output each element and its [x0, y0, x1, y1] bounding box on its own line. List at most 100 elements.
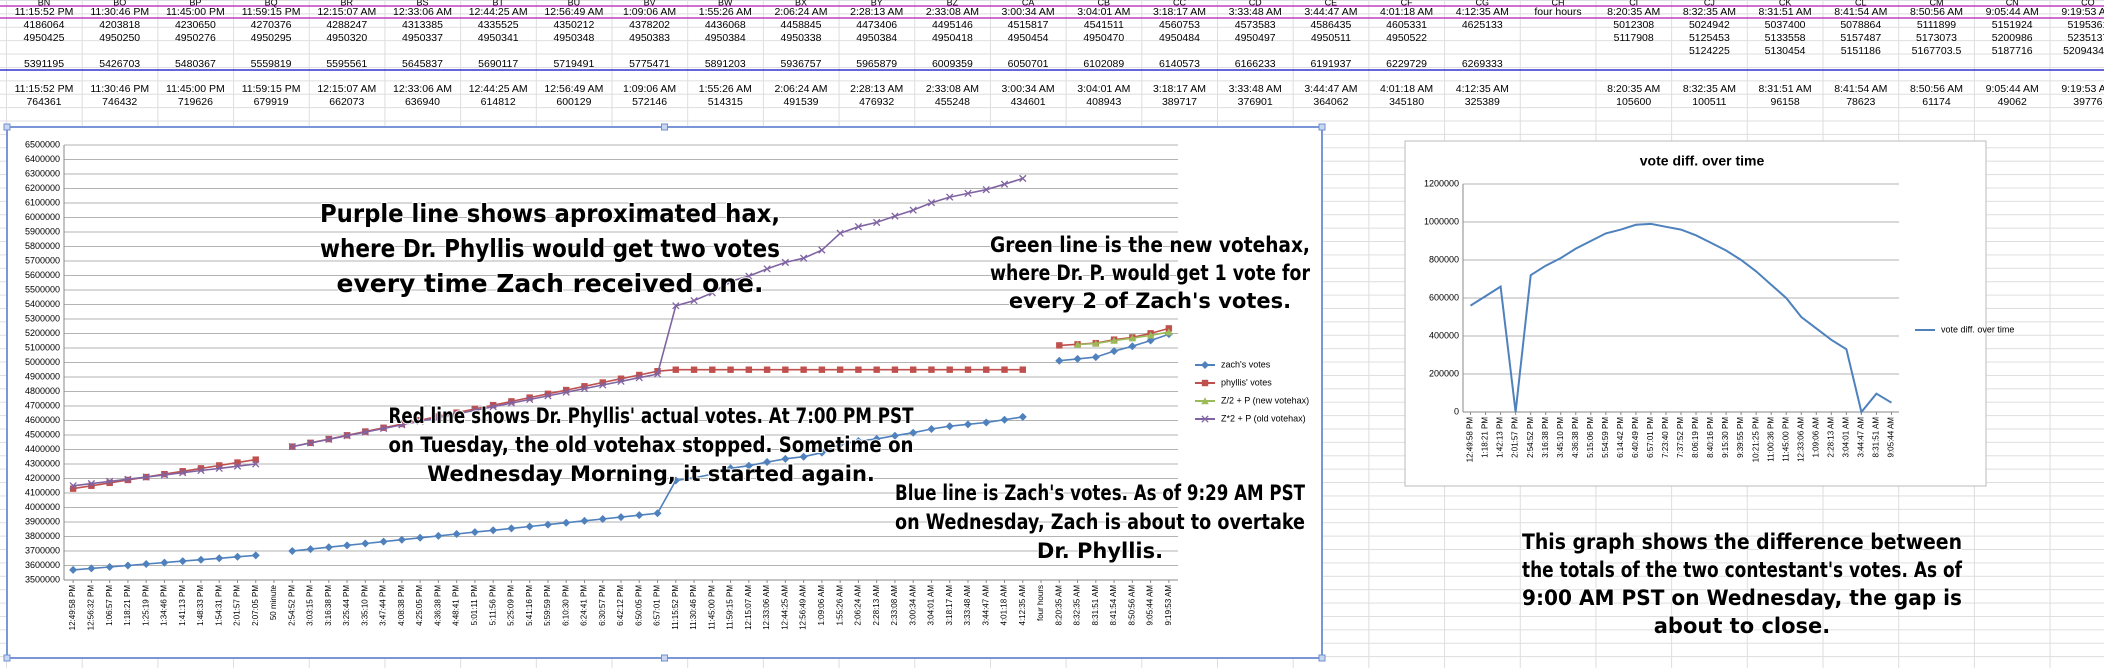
- cell: 8:31:51 AM: [1759, 83, 1812, 95]
- cell: 5645837: [402, 58, 443, 70]
- cell: 764361: [26, 96, 61, 108]
- x-tick-label: 3:33:48 AM: [963, 585, 972, 626]
- cell: 434601: [1011, 96, 1046, 108]
- legend-marker: [1201, 397, 1209, 405]
- y-tick-label: 600000: [1429, 292, 1459, 302]
- cell: 4625133: [1462, 19, 1503, 31]
- marker: [142, 473, 150, 481]
- annotation-line: the totals of the two contestant's votes…: [1522, 558, 1963, 582]
- marker: [105, 477, 114, 486]
- y-tick-label: 4700000: [25, 400, 60, 410]
- x-tick-label: 11:30:46 PM: [689, 585, 698, 630]
- marker: [781, 258, 790, 267]
- marker: [1110, 336, 1118, 344]
- cell: 5719491: [553, 58, 594, 70]
- y-tick-label: 1200000: [1424, 178, 1459, 188]
- cell: 4950497: [1235, 32, 1276, 44]
- y-tick-label: 5400000: [25, 299, 60, 309]
- y-tick-label: 400000: [1429, 330, 1459, 340]
- annotation-line: every 2 of Zach's votes.: [1009, 289, 1291, 313]
- y-tick-label: 6300000: [25, 168, 60, 178]
- column-header: CE: [1325, 0, 1338, 7]
- x-tick-label: 9:19:53 AM: [1164, 585, 1173, 626]
- cell: 1:55:26 AM: [699, 6, 752, 18]
- y-tick-label: 5300000: [25, 313, 60, 323]
- marker: [434, 531, 443, 540]
- cell: 4950250: [99, 32, 140, 44]
- cell: 4:12:35 AM: [1456, 83, 1509, 95]
- marker: [252, 460, 260, 468]
- cell: 11:45:00 PM: [166, 6, 225, 18]
- cell: 4950295: [251, 32, 292, 44]
- marker: [343, 432, 351, 440]
- x-tick-label: 2:54:52 PM: [287, 585, 296, 626]
- cell: 614812: [481, 96, 516, 108]
- marker: [471, 406, 479, 415]
- selection-handle: [3, 123, 11, 131]
- marker: [1055, 356, 1064, 365]
- x-tick-label: 1:41:13 PM: [178, 585, 187, 626]
- y-tick-label: 4400000: [25, 444, 60, 454]
- x-tick-label: 4:36:38 PM: [1571, 417, 1580, 458]
- cell: 491539: [783, 96, 818, 108]
- x-tick-label: 6:40:49 PM: [1631, 417, 1640, 458]
- x-tick-label: 9:05:44 AM: [1146, 585, 1155, 626]
- cell: 325389: [1465, 96, 1500, 108]
- x-tick-label: 8:31:51 AM: [1872, 417, 1881, 458]
- y-tick-label: 4600000: [25, 415, 60, 425]
- marker: [945, 422, 954, 431]
- marker: [964, 189, 972, 198]
- annotation-line: Red line shows Dr. Phyllis' actual votes…: [389, 404, 915, 428]
- cell: 4573583: [1235, 19, 1276, 31]
- x-tick-label: 2:07:05 PM: [251, 585, 260, 626]
- cell: 4950337: [402, 32, 443, 44]
- marker: [928, 366, 935, 373]
- marker: [1073, 354, 1082, 363]
- marker: [1146, 331, 1155, 339]
- marker: [636, 371, 643, 379]
- cell: 4950384: [856, 32, 897, 44]
- annotation-line: where Dr. Phyllis would get two votes: [320, 234, 780, 263]
- marker: [690, 366, 698, 373]
- annotation-line: Wednesday Morning, it started again.: [427, 462, 875, 486]
- marker: [982, 418, 991, 427]
- marker: [178, 557, 187, 566]
- marker: [416, 533, 425, 542]
- y-tick-label: 6200000: [25, 183, 60, 193]
- cell: 1:55:26 AM: [699, 83, 752, 95]
- x-tick-label: 1:55:26 AM: [835, 585, 844, 626]
- marker: [964, 366, 972, 373]
- cell: 2:33:08 AM: [926, 6, 979, 18]
- series-line: [1469, 222, 1893, 415]
- x-tick-label: 50 minute: [269, 584, 278, 620]
- marker: [160, 471, 169, 479]
- marker: [507, 399, 516, 407]
- column-header: CD: [1249, 0, 1262, 7]
- marker: [817, 448, 826, 457]
- cell: 96158: [1770, 96, 1799, 108]
- cell: 4495146: [932, 19, 973, 31]
- legend-marker: [1201, 379, 1209, 387]
- marker: [196, 555, 205, 564]
- annotation-line: Green line is the new votehax,: [990, 233, 1310, 257]
- x-tick-label: 3:04:01 AM: [927, 585, 936, 626]
- cell: 3:04:01 AM: [1077, 6, 1130, 18]
- annotation-line: every time Zach received one.: [337, 269, 764, 298]
- y-tick-label: 4200000: [25, 473, 60, 483]
- marker: [598, 514, 607, 523]
- marker: [489, 526, 498, 535]
- marker: [215, 554, 224, 563]
- marker: [983, 366, 990, 373]
- cell: 5151186: [1841, 45, 1881, 57]
- cell: 4473406: [856, 19, 897, 31]
- marker: [1073, 340, 1082, 348]
- x-tick-label: 2:54:52 PM: [1526, 417, 1535, 458]
- cell: 5891203: [705, 58, 746, 70]
- cell: 5426703: [99, 58, 140, 70]
- column-header: CK: [1779, 0, 1792, 7]
- x-tick-label: 3:04:01 AM: [1841, 417, 1850, 458]
- cell: 5157487: [1840, 32, 1881, 44]
- x-tick-label: 1:09:06 AM: [1811, 417, 1820, 458]
- marker: [87, 479, 96, 488]
- cell: 3:44:47 AM: [1304, 83, 1357, 95]
